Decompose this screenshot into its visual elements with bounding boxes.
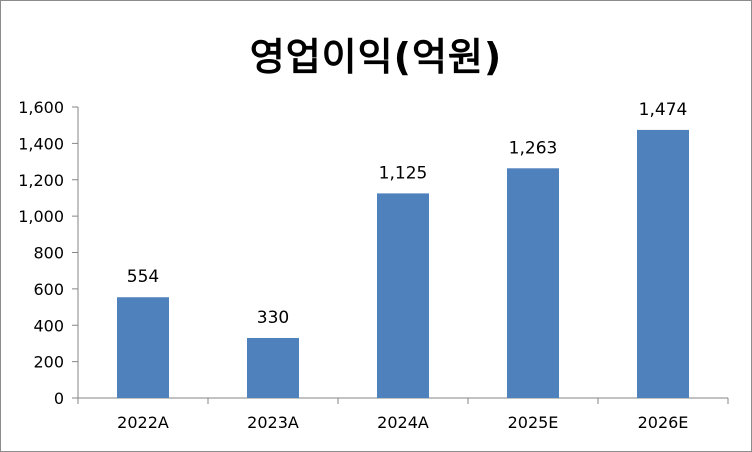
x-tick-label: 2023A xyxy=(247,413,299,432)
y-axis: 0 200 400 600 800 1,000 1,200 1,400 1,600 xyxy=(18,98,79,408)
bar xyxy=(117,297,169,398)
bar xyxy=(247,337,299,398)
data-label: 554 xyxy=(127,267,159,287)
y-tick-label: 200 xyxy=(33,353,64,372)
y-tick-label: 1,400 xyxy=(18,134,64,153)
y-tick-label: 1,600 xyxy=(18,98,64,117)
data-label: 330 xyxy=(257,308,289,328)
y-tick-label: 400 xyxy=(33,316,64,335)
y-tick-label: 1,000 xyxy=(18,207,64,226)
data-labels: 554 330 1,125 1,263 1,474 xyxy=(127,100,688,328)
data-label: 1,474 xyxy=(639,100,688,120)
data-label: 1,125 xyxy=(379,163,428,183)
bar xyxy=(377,193,429,398)
x-tick-label: 2025E xyxy=(508,413,559,432)
x-tick-label: 2026E xyxy=(638,413,689,432)
x-tick-label: 2022A xyxy=(117,413,169,432)
x-tick-label: 2024A xyxy=(377,413,429,432)
bar xyxy=(507,168,559,398)
x-axis: 2022A 2023A 2024A 2025E 2026E xyxy=(77,397,729,432)
chart-title: 영업이익(억원) xyxy=(249,35,503,79)
data-label: 1,263 xyxy=(509,138,558,158)
bars xyxy=(117,129,689,398)
bar xyxy=(637,129,689,398)
y-tick-label: 800 xyxy=(33,244,64,263)
y-tick-label: 0 xyxy=(54,389,64,408)
y-tick-label: 1,200 xyxy=(18,171,64,190)
y-tick-label: 600 xyxy=(33,280,64,299)
